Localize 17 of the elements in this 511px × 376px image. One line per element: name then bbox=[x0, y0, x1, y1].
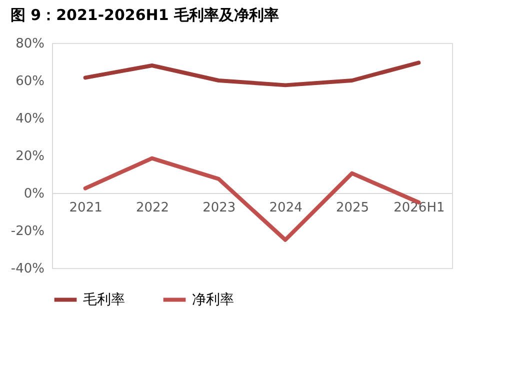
legend-label: 净利率 bbox=[192, 292, 234, 308]
chart-title: 图 9：2021-2026H1 毛利率及净利率 bbox=[10, 6, 280, 24]
x-tick-label: 2022 bbox=[136, 200, 170, 216]
legend-label: 毛利率 bbox=[83, 292, 125, 308]
y-tick-label: 60% bbox=[16, 74, 44, 89]
y-tick-label: 80% bbox=[16, 36, 44, 52]
y-tick-label: 40% bbox=[16, 112, 44, 126]
x-tick-label: 2026H1 bbox=[394, 200, 445, 216]
line-series bbox=[83, 60, 421, 88]
x-tick-label: 2025 bbox=[336, 200, 370, 216]
y-tick-label: 0% bbox=[24, 186, 44, 202]
x-tick-label: 2023 bbox=[202, 200, 236, 216]
y-tick-label: -40% bbox=[10, 262, 44, 276]
x-tick-label: 2021 bbox=[69, 200, 102, 216]
x-tick-label: 2024 bbox=[269, 200, 302, 216]
y-tick-label: 20% bbox=[16, 149, 44, 164]
y-tick-label: -20% bbox=[10, 224, 44, 239]
